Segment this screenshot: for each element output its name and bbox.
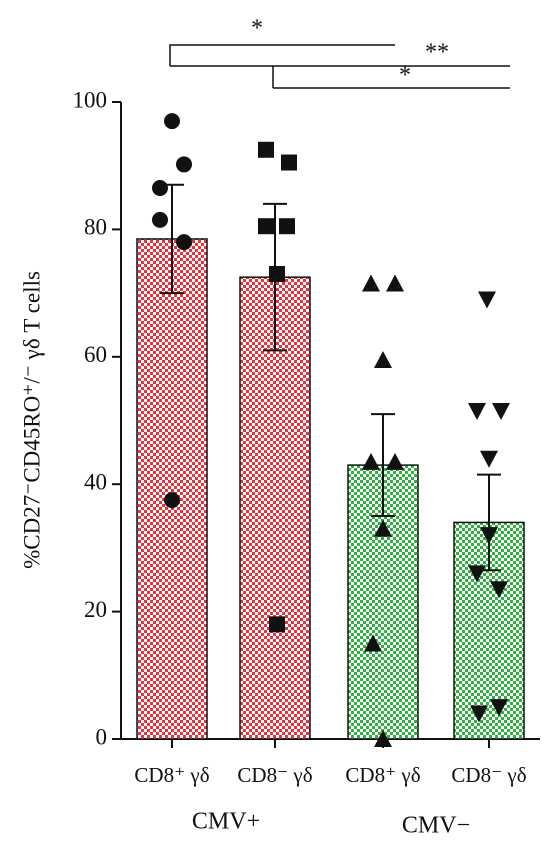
significance-label: ** bbox=[425, 40, 449, 66]
y-tick-label: 100 bbox=[73, 87, 108, 112]
bracket bbox=[169, 44, 395, 66]
data-point bbox=[490, 699, 508, 717]
data-point bbox=[362, 452, 380, 470]
significance-label: * bbox=[399, 63, 411, 89]
significance-brackets bbox=[169, 44, 510, 89]
data-point bbox=[374, 519, 392, 537]
bar bbox=[239, 276, 311, 740]
data-point bbox=[152, 211, 168, 228]
data-point bbox=[468, 402, 486, 420]
data-point bbox=[490, 581, 508, 599]
data-point bbox=[374, 730, 392, 747]
data-point bbox=[362, 274, 380, 292]
data-point bbox=[492, 402, 510, 420]
bracket bbox=[272, 66, 510, 89]
data-point bbox=[176, 234, 192, 251]
error-bar bbox=[371, 413, 395, 518]
bar bbox=[136, 238, 208, 740]
data-point bbox=[269, 616, 285, 633]
data-point bbox=[258, 141, 274, 158]
data-point bbox=[470, 705, 488, 723]
data-point bbox=[386, 274, 404, 292]
data-point bbox=[480, 450, 498, 468]
data-point bbox=[269, 265, 285, 282]
data-point bbox=[374, 350, 392, 368]
y-tick-label: 40 bbox=[84, 469, 107, 494]
data-point bbox=[279, 218, 295, 235]
y-tick-label: 60 bbox=[84, 342, 107, 367]
y-tick-label: 20 bbox=[84, 597, 107, 622]
data-point bbox=[386, 452, 404, 470]
x-tick-label: CD8⁺ γδ bbox=[134, 763, 209, 787]
group-label: CMV− bbox=[402, 813, 470, 839]
x-tick-label: CD8⁺ γδ bbox=[345, 763, 420, 787]
data-point bbox=[152, 179, 168, 196]
data-point bbox=[258, 218, 274, 235]
data-point bbox=[478, 291, 496, 309]
x-tick-label: CD8⁻ γδ bbox=[237, 763, 312, 787]
data-point bbox=[480, 527, 498, 545]
data-point bbox=[164, 113, 180, 130]
data-point bbox=[176, 156, 192, 173]
group-label: CMV+ bbox=[192, 809, 260, 835]
y-axis-label: %CD27⁻CD45RO⁺/⁻ γδ T cells bbox=[19, 271, 44, 569]
data-point bbox=[281, 154, 297, 171]
x-tick-label: CD8⁻ γδ bbox=[451, 763, 526, 787]
data-point bbox=[364, 634, 382, 652]
data-point bbox=[468, 565, 486, 583]
y-tick-label: 80 bbox=[84, 215, 107, 240]
data-point bbox=[164, 492, 180, 509]
y-tick-label: 0 bbox=[96, 724, 108, 749]
significance-label: * bbox=[251, 16, 263, 42]
